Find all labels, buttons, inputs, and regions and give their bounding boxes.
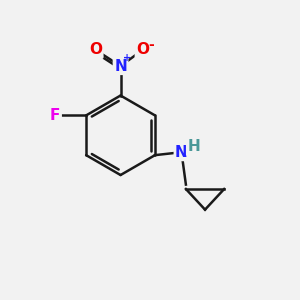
Text: +: + (123, 53, 131, 63)
Text: H: H (188, 140, 200, 154)
Text: -: - (148, 38, 154, 52)
Text: F: F (50, 108, 60, 123)
Text: N: N (175, 145, 188, 160)
Text: O: O (89, 42, 102, 57)
Text: N: N (114, 58, 127, 74)
Text: O: O (136, 42, 149, 57)
